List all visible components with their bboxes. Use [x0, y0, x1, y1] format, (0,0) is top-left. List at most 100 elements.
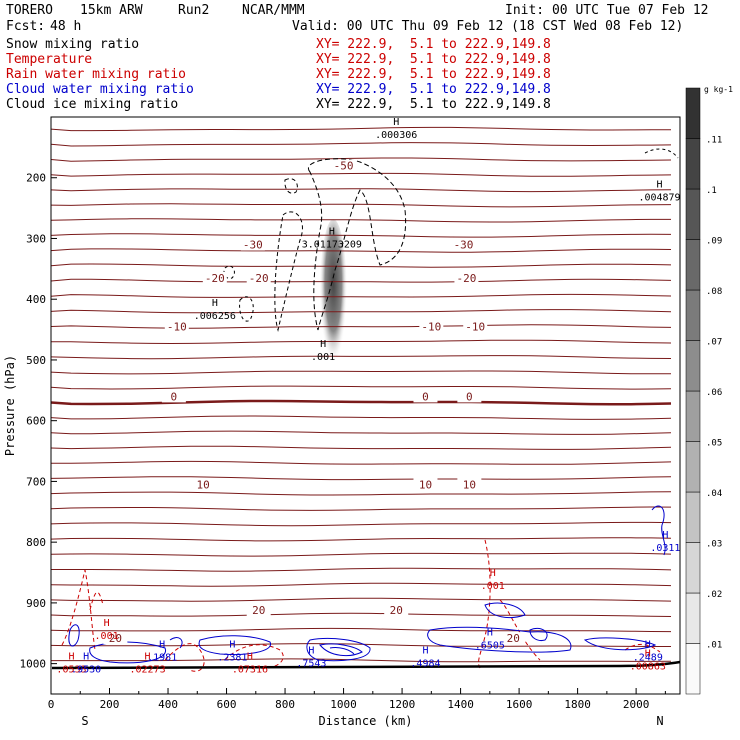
- temperature-isotherm: [50, 445, 672, 450]
- x-axis-title: Distance (km): [319, 714, 413, 728]
- isotherm-label-bg: [413, 478, 438, 491]
- isotherm-label-bg: [451, 238, 476, 251]
- maximum-h-marker: H: [145, 652, 151, 663]
- rain-contour: [61, 569, 96, 651]
- isotherm-label-bg: [331, 159, 356, 172]
- maximum-h-marker: H: [490, 568, 496, 579]
- colorbar-segment: [685, 643, 701, 695]
- isotherm-label: -30: [454, 239, 474, 252]
- x-tick-label: 1400: [447, 698, 474, 711]
- rain-contour: [224, 644, 284, 669]
- isotherm-label: 20: [390, 604, 403, 617]
- temperature-isotherm: [50, 278, 672, 283]
- x-tick-label: 2000: [623, 698, 650, 711]
- colorbar-label: .11: [706, 136, 722, 146]
- field-xy-rain: XY= 222.9, 5.1 to 222.9,149.8: [316, 67, 551, 82]
- x-tick-label: 1200: [389, 698, 416, 711]
- header-init: Init: 00 UTC Tue 07 Feb 12: [505, 3, 709, 18]
- temperature-isotherm: [50, 142, 672, 147]
- temperature-isotherm: [50, 126, 672, 132]
- isotherm-label-bg: [202, 271, 227, 284]
- isotherm-label-bg: [419, 320, 444, 333]
- maximum-h-marker: H: [393, 117, 399, 128]
- isotherm-label: -20: [205, 272, 225, 285]
- isotherm-label-bg: [240, 238, 265, 251]
- cloud-water-contour: [306, 637, 371, 662]
- field-label-cloud-water: Cloud water mixing ratio: [6, 82, 194, 97]
- x-tick-label: 200: [100, 698, 120, 711]
- temperature-isotherm: [50, 415, 672, 420]
- rain-contour: [164, 643, 205, 672]
- field-label-snow: Snow mixing ratio: [6, 37, 140, 52]
- maximum-h-marker: H: [320, 339, 326, 350]
- temperature-isotherm: [50, 385, 672, 390]
- temperature-isotherm: [50, 324, 672, 329]
- field-xy-cloud-water: XY= 222.9, 5.1 to 222.9,149.8: [316, 82, 551, 97]
- cloud-water-contour: [198, 635, 271, 655]
- cloud-water-contour: [329, 647, 355, 655]
- isotherm-label-bg: [384, 604, 409, 617]
- temperature-isotherm: [50, 355, 672, 360]
- isotherm-label: 0: [422, 390, 429, 403]
- isotherm-label-bg: [191, 478, 216, 491]
- isotherm-label: 20: [252, 604, 265, 617]
- field-label-rain: Rain water mixing ratio: [6, 67, 187, 82]
- south-endpoint-label: S: [81, 714, 88, 728]
- isotherm-label-bg: [161, 390, 186, 403]
- maximum-h-marker: H: [422, 646, 428, 657]
- cloud-water-contour: [484, 602, 526, 618]
- colorbar-units: g kg-1: [704, 85, 733, 94]
- maximum-h-marker: H: [308, 646, 314, 657]
- colorbar-segment: [685, 592, 701, 644]
- maximum-h-marker: H: [83, 652, 89, 663]
- temperature-isotherm: [50, 597, 672, 602]
- y-tick-label: 300: [26, 232, 46, 245]
- temperature-isotherm: [50, 263, 672, 268]
- ice-contour: [274, 211, 303, 332]
- field-xy-snow: XY= 222.9, 5.1 to 222.9,149.8: [316, 37, 551, 52]
- header-fcst-value: 48 h: [50, 19, 82, 34]
- isotherm-label-bg: [246, 271, 271, 284]
- cloud-water-contour: [427, 626, 572, 653]
- isotherm-label: -20: [249, 272, 269, 285]
- temperature-isotherm: [50, 248, 672, 253]
- maximum-value-label: .001: [311, 352, 335, 363]
- temperature-isotherm: [50, 537, 672, 542]
- maximum-value-label: .6505: [475, 640, 505, 651]
- temperature-isotherm: [50, 309, 672, 314]
- rain-contour: [89, 592, 104, 611]
- maximum-value-label: .0311: [650, 543, 680, 554]
- colorbar-segment: [685, 542, 701, 594]
- ice-contour: [239, 296, 254, 322]
- rain-contour: [478, 539, 491, 669]
- x-tick-label: 0: [48, 698, 55, 711]
- isotherm-label: -20: [456, 272, 476, 285]
- maximum-value-label: .006256: [194, 311, 236, 322]
- temperature-isotherm: [50, 643, 671, 647]
- y-axis-title: Pressure (hPa): [3, 355, 17, 456]
- maximum-value-label: .001: [481, 581, 505, 592]
- maximum-value-label: .00863: [630, 662, 666, 673]
- temperature-isotherm: [50, 203, 672, 208]
- maximum-value-label: .07316: [232, 665, 268, 676]
- temperature-isotherm: [51, 567, 672, 572]
- field-xy-cloud-ice: XY= 222.9, 5.1 to 222.9,149.8: [316, 97, 551, 112]
- cloud-water-contour: [319, 643, 363, 657]
- isotherm-label: -30: [243, 239, 263, 252]
- isotherm-label-bg: [454, 271, 479, 284]
- field-xy-temperature: XY= 222.9, 5.1 to 222.9,149.8: [316, 52, 551, 67]
- isotherm-label-bg: [457, 390, 482, 403]
- temperature-isotherm: [50, 612, 672, 617]
- colorbar-segment: [685, 390, 701, 442]
- temperature-isotherm: [50, 172, 672, 177]
- temperature-isotherm: [50, 521, 672, 527]
- isotherm-label: 20: [507, 632, 520, 645]
- maximum-value-label: .2381: [217, 652, 247, 663]
- maximum-value-label: .000306: [375, 130, 417, 141]
- header-run: Run2: [178, 3, 210, 18]
- maximum-value-label: .4984: [410, 659, 440, 670]
- temperature-isotherm: [50, 218, 671, 223]
- cloud-water-contour: [169, 637, 183, 649]
- cloud-water-contour: [529, 627, 548, 641]
